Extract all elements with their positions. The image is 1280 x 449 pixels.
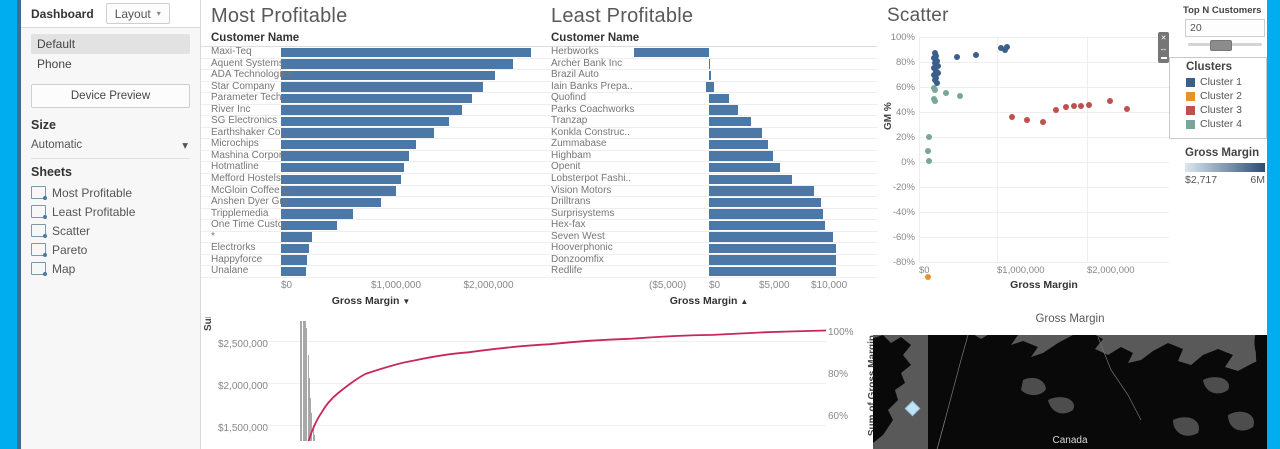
svg-text:Canada: Canada [1052, 435, 1087, 446]
